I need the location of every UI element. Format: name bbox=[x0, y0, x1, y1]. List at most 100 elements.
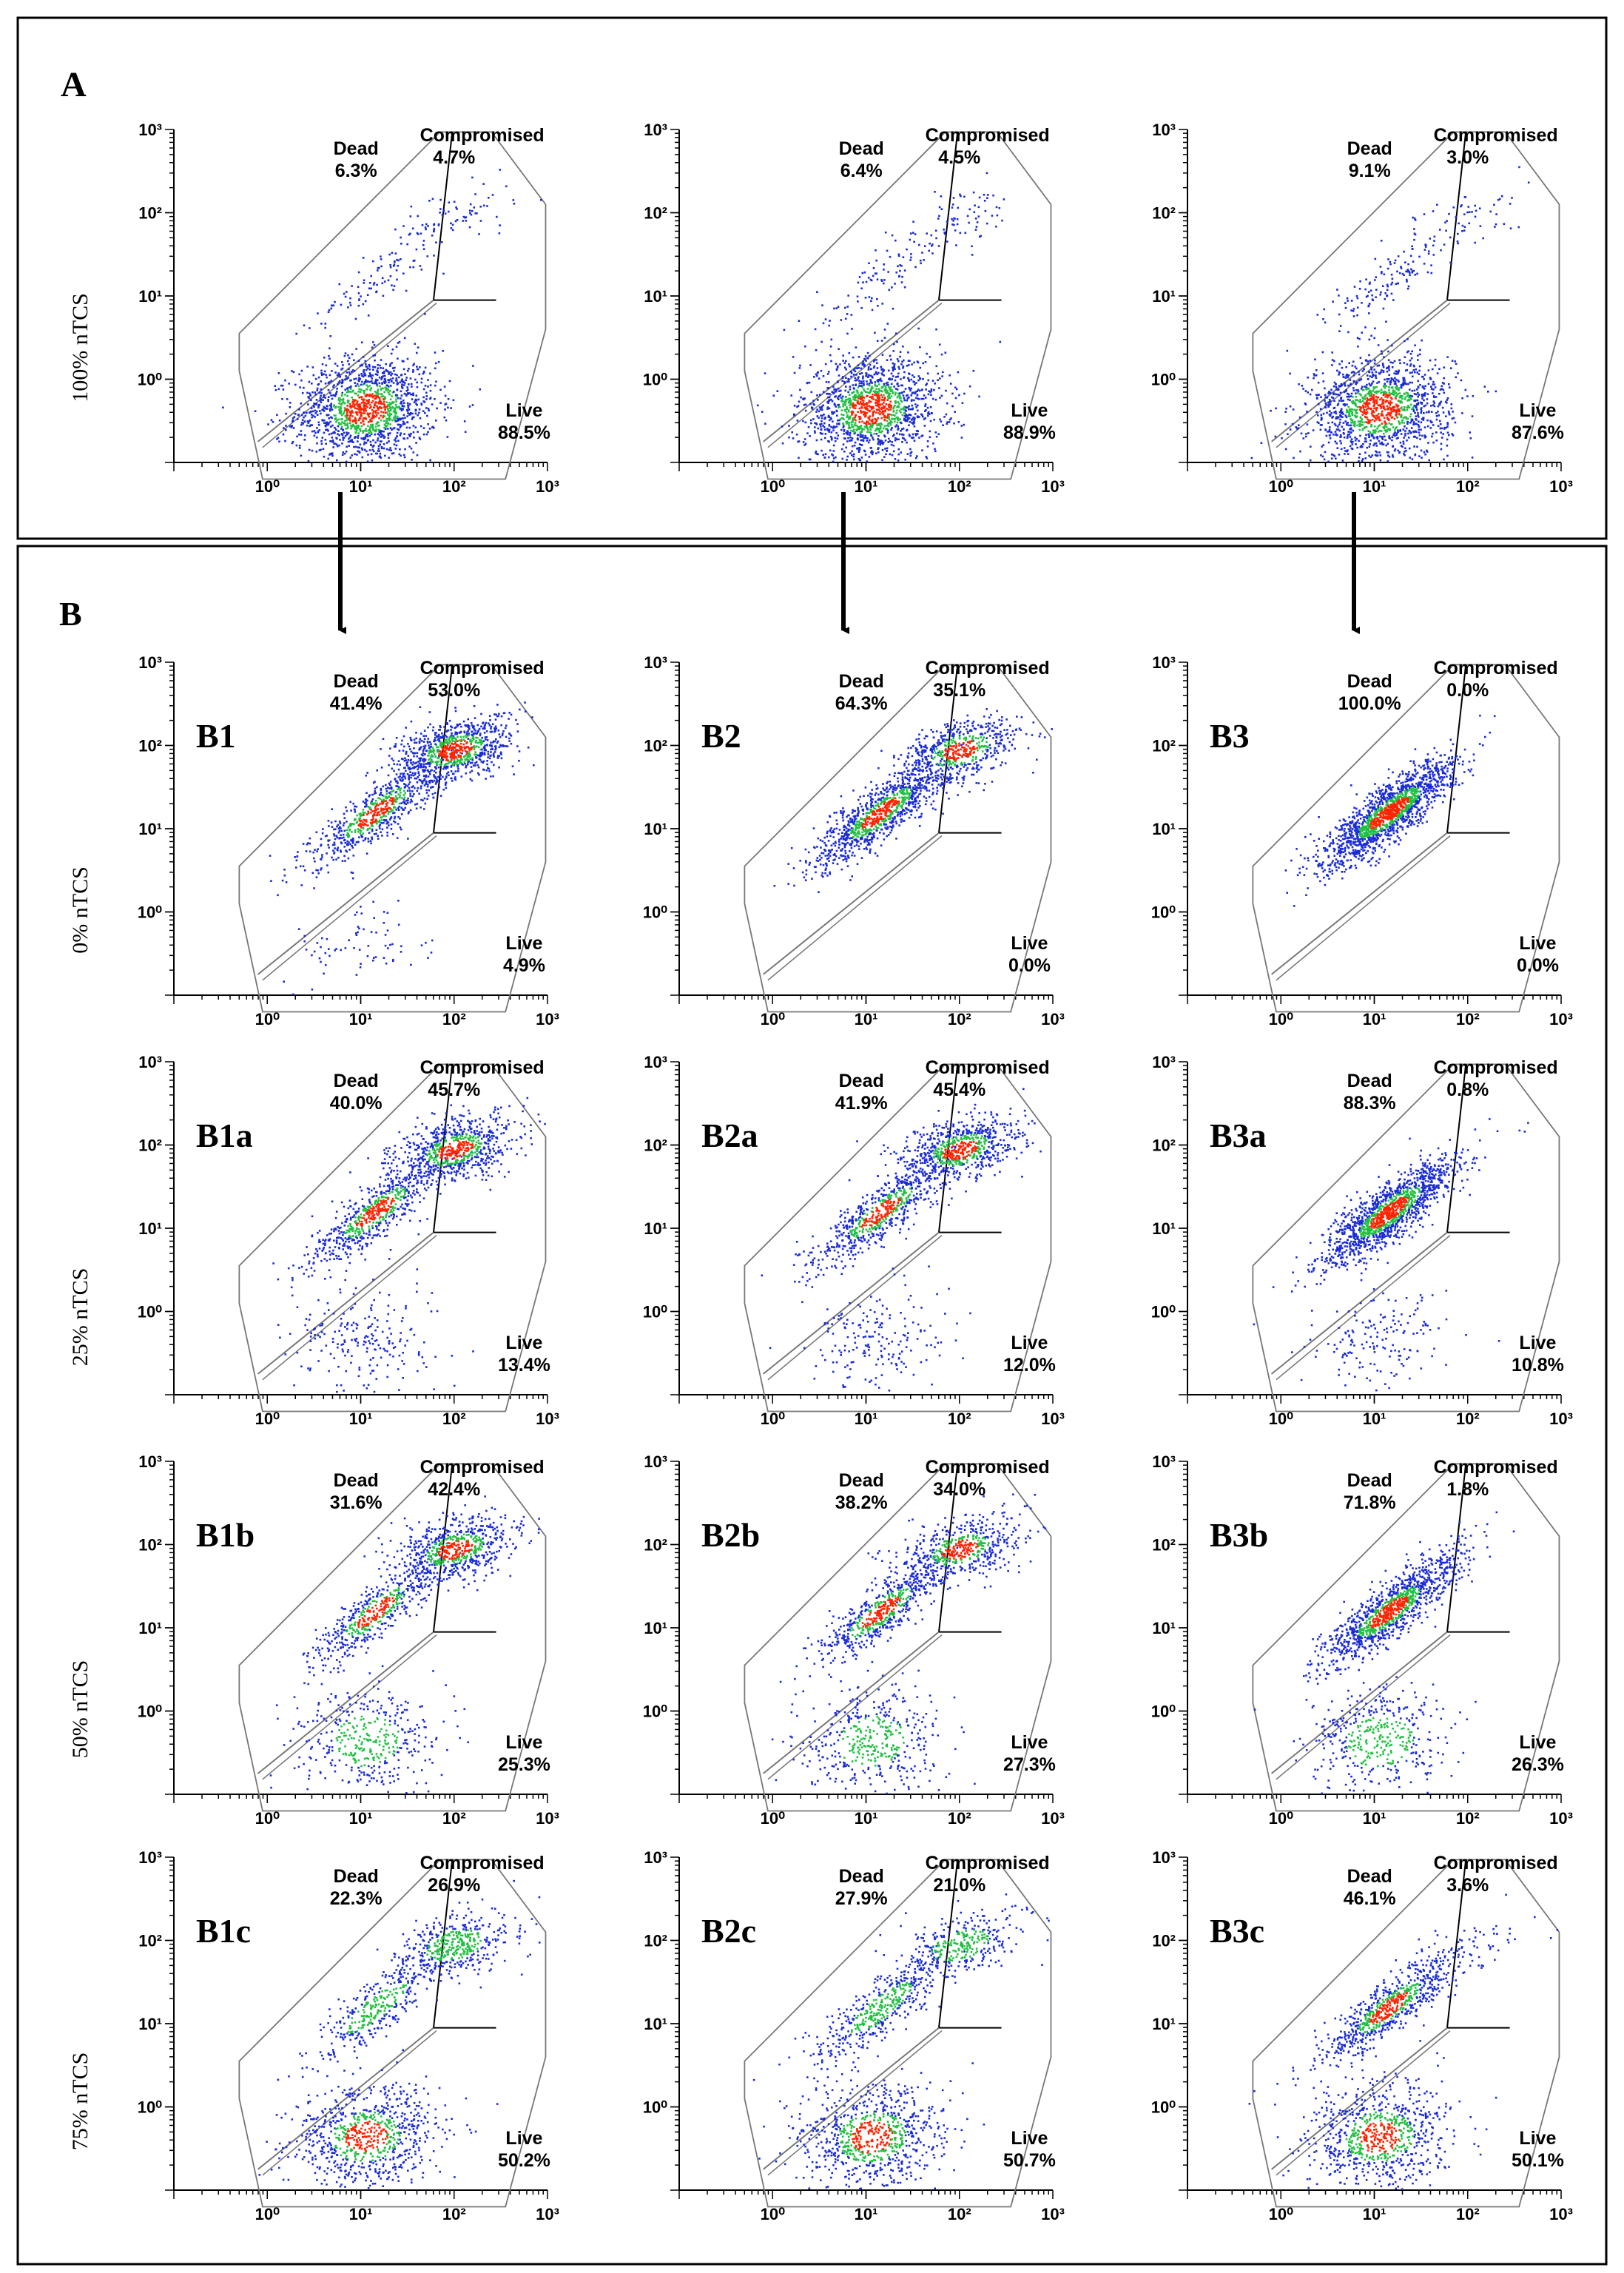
gate-divider-dead bbox=[762, 2027, 940, 2170]
scatter-points bbox=[761, 1088, 1042, 1392]
x-tick-label: 10⁰ bbox=[255, 477, 280, 496]
row-label-0: 0% nTCS bbox=[68, 866, 92, 954]
gate-value-live: 50.2% bbox=[498, 2150, 550, 2171]
x-tick-label: 10⁰ bbox=[761, 477, 785, 496]
x-tick-label: 10¹ bbox=[349, 1809, 373, 1828]
gate-value-compromised: 3.0% bbox=[1446, 147, 1489, 168]
scatter-points bbox=[756, 172, 1005, 463]
gate-outline bbox=[744, 1463, 1052, 1812]
gate-value-compromised: 4.7% bbox=[433, 147, 475, 168]
panels: 10⁰ 10¹ 10² 10³10⁰10¹10²10³Dead6.3%Compromi… bbox=[138, 121, 1573, 2223]
gate-divider-dead-2 bbox=[767, 835, 943, 981]
x-tick-label: 10² bbox=[948, 1010, 971, 1028]
x-tick-label: 10³ bbox=[1041, 477, 1065, 496]
y-tick-label: 10¹ bbox=[138, 1619, 162, 1637]
x-tick-label: 10⁰ bbox=[1269, 1010, 1293, 1028]
gate-value-compromised: 4.5% bbox=[938, 147, 980, 168]
y-tick-label: 10⁰ bbox=[643, 2098, 667, 2117]
gate-label-live: Live bbox=[1519, 1333, 1556, 1353]
gate-label-compromised: Compromised bbox=[1434, 125, 1558, 146]
gate-divider-compromised bbox=[1446, 1859, 1467, 2028]
scatter-points bbox=[272, 1097, 546, 1393]
y-tick-label: 10¹ bbox=[644, 2015, 667, 2033]
x-tick-label: 10³ bbox=[1549, 477, 1573, 496]
y-tick-label: 10³ bbox=[138, 1053, 162, 1071]
gate-label-compromised: Compromised bbox=[926, 658, 1050, 678]
panel-label: B1 bbox=[196, 717, 236, 755]
gate-label-dead: Dead bbox=[334, 1866, 379, 1887]
y-tick-label: 10⁰ bbox=[643, 903, 667, 922]
gate-label-dead: Dead bbox=[839, 1071, 884, 1091]
x-tick-label: 10⁰ bbox=[761, 1809, 785, 1828]
gate-divider-compromised bbox=[1446, 132, 1467, 300]
gate-value-compromised: 26.9% bbox=[428, 1875, 480, 1896]
gate-divider-dead-2 bbox=[1276, 2030, 1451, 2176]
y-tick-label: 10² bbox=[138, 1536, 162, 1555]
gate-value-live: 87.6% bbox=[1512, 422, 1564, 443]
gate-label-compromised: Compromised bbox=[420, 1057, 545, 1078]
x-tick-label: 10⁰ bbox=[1269, 1809, 1293, 1828]
gate-value-live: 88.5% bbox=[498, 422, 550, 443]
gate-label-live: Live bbox=[505, 1732, 542, 1753]
y-tick-label: 10⁰ bbox=[643, 1703, 667, 1721]
y-tick-label: 10³ bbox=[1152, 653, 1176, 672]
panel-label: B3a bbox=[1210, 1117, 1267, 1154]
gate-outline bbox=[1252, 664, 1560, 1013]
gate-label-dead: Dead bbox=[334, 671, 379, 692]
gate-outline bbox=[1252, 1859, 1560, 2208]
x-tick-label: 10¹ bbox=[1363, 1010, 1387, 1028]
gate-label-compromised: Compromised bbox=[420, 658, 545, 678]
x-tick-label: 10¹ bbox=[349, 2205, 373, 2223]
gate-divider-dead-2 bbox=[767, 1235, 943, 1381]
row-label-50: 50% nTCS bbox=[68, 1660, 92, 1759]
x-tick-label: 10¹ bbox=[1363, 1809, 1387, 1828]
x-tick-label: 10² bbox=[442, 1010, 466, 1028]
section-a-label: A bbox=[61, 65, 87, 104]
gate-value-compromised: 21.0% bbox=[933, 1875, 985, 1896]
x-tick-label: 10² bbox=[948, 1809, 971, 1828]
y-tick-label: 10⁰ bbox=[643, 1303, 667, 1321]
y-tick-label: 10² bbox=[138, 204, 162, 223]
x-tick-label: 10⁰ bbox=[255, 1410, 280, 1428]
panel-label: B2c bbox=[701, 1912, 756, 1950]
gate-divider-compromised bbox=[937, 1859, 959, 2028]
gate-value-live: 13.4% bbox=[498, 1355, 550, 1375]
gate-divider-dead-2 bbox=[262, 1235, 437, 1381]
gate-label-compromised: Compromised bbox=[1434, 1057, 1558, 1078]
gate-outline bbox=[238, 664, 547, 1013]
y-tick-label: 10¹ bbox=[644, 1219, 667, 1238]
y-tick-label: 10³ bbox=[138, 1452, 162, 1471]
gate-label-compromised: Compromised bbox=[1434, 1853, 1558, 1873]
x-tick-label: 10³ bbox=[536, 477, 559, 496]
x-tick-label: 10⁰ bbox=[255, 1010, 280, 1028]
y-tick-label: 10³ bbox=[138, 653, 162, 672]
gate-value-dead: 88.3% bbox=[1344, 1093, 1396, 1114]
gate-outline bbox=[238, 1859, 547, 2208]
x-tick-label: 10⁰ bbox=[761, 1010, 785, 1028]
y-tick-label: 10⁰ bbox=[643, 371, 667, 389]
gate-value-dead: 9.1% bbox=[1349, 161, 1391, 181]
gate-divider-dead bbox=[1270, 1631, 1448, 1774]
y-tick-label: 10¹ bbox=[138, 820, 162, 838]
y-tick-label: 10³ bbox=[644, 1848, 667, 1867]
gate-value-live: 12.0% bbox=[1003, 1355, 1056, 1375]
gate-outline bbox=[1252, 1463, 1560, 1812]
x-tick-label: 10⁰ bbox=[761, 2205, 785, 2223]
x-tick-label: 10² bbox=[948, 2205, 971, 2223]
y-tick-label: 10² bbox=[644, 1932, 667, 1950]
gate-value-compromised: 35.1% bbox=[933, 680, 985, 701]
gate-label-compromised: Compromised bbox=[926, 1457, 1050, 1478]
gate-divider-dead-2 bbox=[767, 2030, 943, 2176]
y-tick-label: 10² bbox=[644, 204, 667, 223]
y-tick-label: 10⁰ bbox=[1151, 903, 1176, 922]
x-tick-label: 10² bbox=[1456, 1809, 1480, 1828]
y-tick-label: 10³ bbox=[644, 1452, 667, 1471]
gate-divider-dead-2 bbox=[1276, 835, 1451, 981]
x-tick-label: 10⁰ bbox=[1269, 1410, 1293, 1428]
gate-outline bbox=[1252, 1063, 1560, 1412]
